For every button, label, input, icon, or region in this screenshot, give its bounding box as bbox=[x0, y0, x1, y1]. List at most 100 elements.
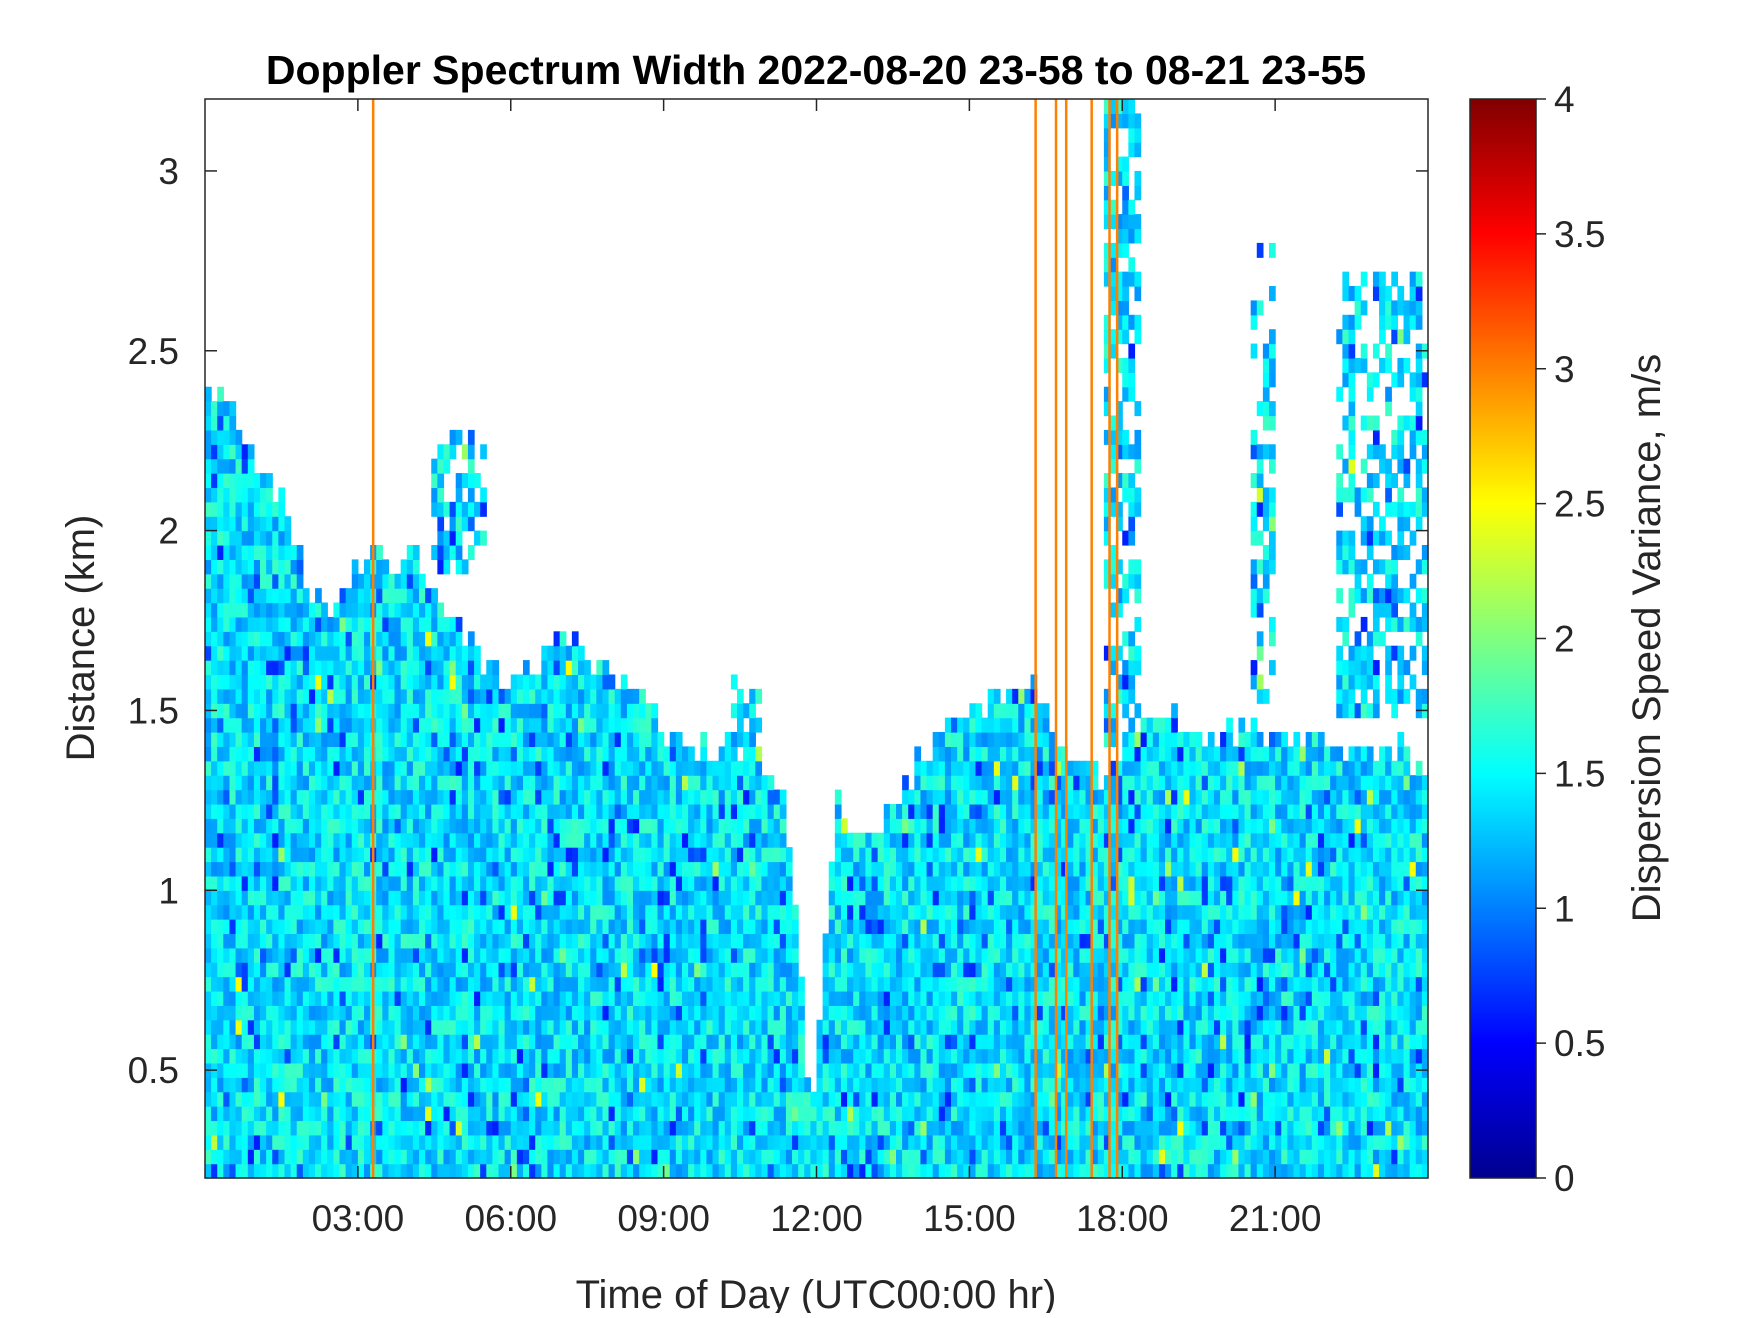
heatmap-cell bbox=[229, 962, 237, 978]
heatmap-cell bbox=[975, 1034, 983, 1050]
heatmap-cell bbox=[987, 947, 995, 963]
heatmap-cell bbox=[700, 1149, 708, 1165]
heatmap-cell bbox=[333, 1077, 341, 1093]
heatmap-cell bbox=[1054, 904, 1062, 920]
heatmap-cell bbox=[223, 746, 231, 762]
heatmap-cell bbox=[345, 1062, 353, 1078]
heatmap-cell bbox=[1006, 875, 1013, 891]
heatmap-cell bbox=[229, 890, 237, 906]
heatmap-cell bbox=[651, 818, 659, 834]
heatmap-cell bbox=[443, 904, 451, 920]
heatmap-cell bbox=[724, 832, 732, 848]
heatmap-cell bbox=[981, 1106, 989, 1122]
heatmap-cell bbox=[247, 1149, 255, 1165]
heatmap-cell bbox=[779, 919, 787, 935]
heatmap-cell bbox=[590, 1034, 597, 1050]
heatmap-cell bbox=[651, 775, 659, 791]
heatmap-cell bbox=[419, 1091, 426, 1107]
heatmap-cell bbox=[584, 861, 591, 877]
heatmap-cell bbox=[296, 789, 304, 805]
heatmap-cell bbox=[957, 732, 964, 747]
heatmap-cell bbox=[737, 919, 744, 935]
heatmap-cell bbox=[571, 962, 579, 978]
heatmap-cell bbox=[1006, 1005, 1013, 1021]
heatmap-cell bbox=[480, 1077, 487, 1093]
heatmap-cell bbox=[608, 717, 616, 733]
heatmap-cell bbox=[504, 703, 512, 719]
heatmap-cell bbox=[449, 861, 457, 877]
heatmap-cell bbox=[816, 1034, 824, 1050]
heatmap-cell bbox=[865, 962, 873, 978]
heatmap-cell bbox=[474, 688, 481, 704]
heatmap-cell bbox=[363, 573, 371, 589]
heatmap-cell bbox=[957, 919, 964, 935]
heatmap-cell bbox=[871, 875, 879, 891]
heatmap-cell bbox=[278, 789, 286, 805]
heatmap-cell bbox=[779, 1091, 787, 1107]
heatmap-cell bbox=[235, 631, 243, 647]
heatmap-cell bbox=[474, 847, 481, 863]
heatmap-cell bbox=[975, 933, 983, 949]
heatmap-cell bbox=[571, 645, 579, 661]
heatmap-cell bbox=[773, 861, 781, 877]
heatmap-cell bbox=[516, 861, 524, 877]
heatmap-cell bbox=[1054, 1034, 1062, 1050]
heatmap-cell bbox=[1048, 1120, 1056, 1136]
heatmap-cell bbox=[412, 890, 420, 906]
heatmap-cell bbox=[669, 1163, 677, 1179]
heatmap-cell bbox=[223, 1019, 231, 1035]
heatmap-cell bbox=[425, 803, 432, 819]
heatmap-cell bbox=[1030, 919, 1038, 935]
heatmap-cell bbox=[993, 990, 1001, 1006]
heatmap-cell bbox=[480, 775, 487, 791]
heatmap-cell bbox=[645, 861, 652, 877]
heatmap-cell bbox=[565, 760, 573, 776]
heatmap-cell bbox=[535, 775, 542, 791]
heatmap-cell bbox=[737, 904, 744, 920]
heatmap-cell bbox=[492, 847, 500, 863]
heatmap-cell bbox=[987, 847, 995, 863]
heatmap-cell bbox=[932, 1134, 940, 1150]
heatmap-cell bbox=[321, 1163, 328, 1179]
heatmap-cell bbox=[694, 1034, 701, 1050]
heatmap-cell bbox=[504, 1034, 512, 1050]
heatmap-cell bbox=[1067, 1149, 1074, 1165]
heatmap-cell bbox=[327, 1163, 335, 1179]
heatmap-cell bbox=[1018, 818, 1025, 834]
heatmap-cell bbox=[1061, 861, 1068, 877]
heatmap-cell bbox=[351, 990, 359, 1006]
heatmap-cell bbox=[351, 1019, 359, 1035]
heatmap-cell bbox=[969, 818, 977, 834]
heatmap-cell bbox=[957, 1062, 964, 1078]
heatmap-cell bbox=[529, 904, 536, 920]
heatmap-cell bbox=[284, 1091, 292, 1107]
heatmap-cell bbox=[712, 1120, 720, 1136]
heatmap-cell bbox=[718, 947, 726, 963]
heatmap-cell bbox=[724, 732, 732, 747]
heatmap-cell bbox=[847, 947, 854, 963]
heatmap-cell bbox=[302, 645, 310, 661]
heatmap-cell bbox=[241, 1106, 249, 1122]
heatmap-cell bbox=[425, 919, 432, 935]
heatmap-cell bbox=[688, 962, 695, 978]
heatmap-cell bbox=[975, 847, 983, 863]
heatmap-cell bbox=[437, 660, 445, 676]
heatmap-cell bbox=[932, 847, 940, 863]
heatmap-cell bbox=[608, 1163, 616, 1179]
heatmap-cell bbox=[443, 990, 451, 1006]
heatmap-cell bbox=[296, 990, 304, 1006]
heatmap-cell bbox=[590, 861, 597, 877]
heatmap-cell bbox=[688, 990, 695, 1006]
heatmap-cell bbox=[345, 890, 353, 906]
heatmap-cell bbox=[363, 947, 371, 963]
heatmap-cell bbox=[712, 976, 720, 992]
heatmap-cell bbox=[651, 1077, 659, 1093]
heatmap-cell bbox=[437, 732, 445, 747]
heatmap-cell bbox=[260, 818, 267, 834]
heatmap-cell bbox=[1067, 861, 1074, 877]
heatmap-cell bbox=[706, 875, 714, 891]
heatmap-cell bbox=[382, 602, 390, 618]
heatmap-cell bbox=[871, 832, 879, 848]
heatmap-cell bbox=[253, 746, 261, 762]
